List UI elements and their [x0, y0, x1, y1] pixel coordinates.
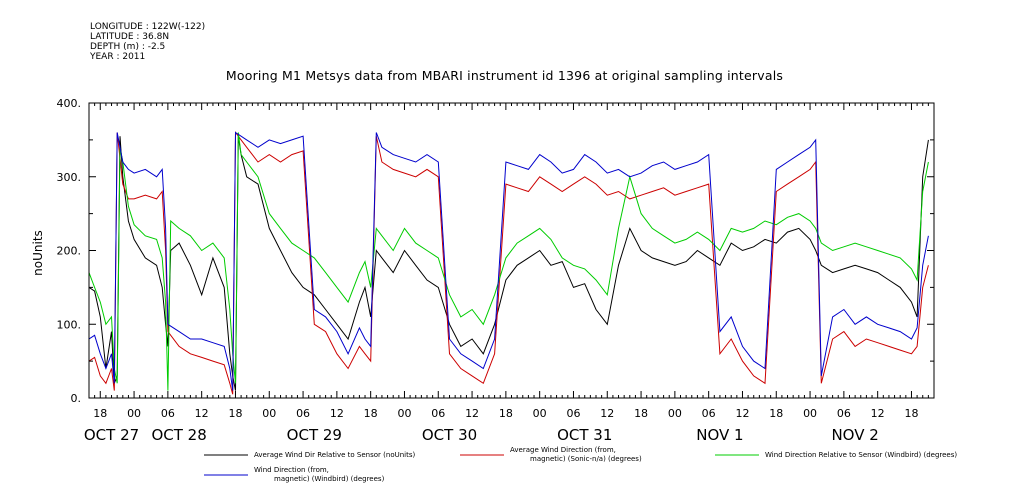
- metadata-block: LONGITUDE : 122W(-122) LATITUDE : 36.8N …: [90, 22, 205, 62]
- x-tick-label: 06: [431, 407, 445, 420]
- x-tick-label: 18: [769, 407, 783, 420]
- x-tick-label: 00: [668, 407, 682, 420]
- legend-label-1: Average Wind Dir Relative to Sensor (noU…: [254, 451, 415, 459]
- legend: Average Wind Dir Relative to Sensor (noU…: [204, 446, 957, 483]
- x-date-label: OCT 30: [422, 426, 477, 444]
- x-tick-label: 18: [634, 407, 648, 420]
- x-date-label: NOV 1: [696, 426, 743, 444]
- x-tick-label: 18: [228, 407, 242, 420]
- x-tick-label: 00: [262, 407, 276, 420]
- x-tick-label: 18: [904, 407, 918, 420]
- x-tick-label: 18: [93, 407, 107, 420]
- plot-series-layer: [89, 131, 929, 395]
- x-tick-label: 06: [702, 407, 716, 420]
- series-line-2: [89, 131, 929, 395]
- x-tick-label: 06: [566, 407, 580, 420]
- y-tick-label: 0.: [71, 392, 82, 405]
- x-tick-label: 12: [195, 407, 209, 420]
- series-line-4: [89, 131, 929, 391]
- x-tick-label: 00: [127, 407, 141, 420]
- x-tick-label: 06: [296, 407, 310, 420]
- y-tick-label: 400.: [57, 97, 82, 110]
- series-line-3: [89, 132, 929, 391]
- x-tick-label: 06: [837, 407, 851, 420]
- longitude-text: LONGITUDE : 122W(-122): [90, 22, 206, 32]
- axes-layer: 0. 100. 200. 300. 400. 18 00 06 12 18 00 06 12 18 00 06…: [57, 97, 935, 444]
- x-date-label: OCT 27: [84, 426, 139, 444]
- depth-text: DEPTH (m) : -2.5: [90, 42, 166, 52]
- y-axis-label: noUnits: [31, 230, 45, 276]
- x-date-label: OCT 28: [151, 426, 206, 444]
- x-tick-label: 12: [600, 407, 614, 420]
- x-date-label: NOV 2: [831, 426, 878, 444]
- x-tick-label: 00: [397, 407, 411, 420]
- x-tick-label: 12: [735, 407, 749, 420]
- x-date-label: OCT 31: [557, 426, 612, 444]
- x-date-label: OCT 29: [287, 426, 342, 444]
- y-tick-label: 200.: [57, 245, 82, 258]
- x-tick-label: 12: [871, 407, 885, 420]
- latitude-text: LATITUDE : 36.8N: [90, 32, 170, 42]
- x-tick-label: 00: [533, 407, 547, 420]
- x-tick-label: 12: [330, 407, 344, 420]
- year-text: YEAR : 2011: [90, 52, 146, 62]
- legend-label-3: Wind Direction Relative to Sensor (Windb…: [765, 451, 957, 459]
- x-tick-label: 18: [499, 407, 513, 420]
- y-tick-label: 100.: [57, 318, 82, 331]
- legend-label-2: Average Wind Direction (from, magnetic) (…: [510, 446, 642, 463]
- y-tick-label: 300.: [57, 171, 82, 184]
- chart-title: Mooring M1 Metsys data from MBARI instru…: [225, 68, 784, 83]
- x-tick-label: 00: [803, 407, 817, 420]
- x-tick-label: 06: [161, 407, 175, 420]
- x-tick-label: 18: [364, 407, 378, 420]
- x-tick-label: 12: [465, 407, 479, 420]
- legend-label-4: Wind Direction (from, magnetic) (Windbird…: [254, 466, 385, 483]
